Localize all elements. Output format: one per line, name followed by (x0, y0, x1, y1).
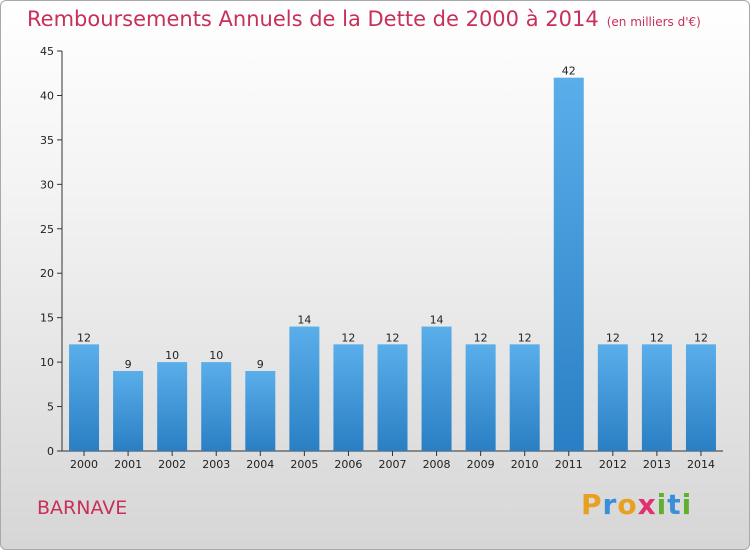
bar (421, 326, 452, 451)
y-tick-label: 35 (40, 134, 54, 147)
chart-title: Remboursements Annuels de la Dette de 20… (27, 7, 701, 31)
x-tick-label: 2004 (246, 458, 274, 471)
y-tick-label: 25 (40, 223, 54, 236)
x-tick-label: 2003 (202, 458, 230, 471)
commune-name: BARNAVE (37, 497, 128, 519)
bar (113, 371, 144, 451)
x-tick-label: 2000 (70, 458, 98, 471)
logo-letter: i (681, 488, 693, 521)
logo-letter: i (656, 488, 668, 521)
bar-value-label: 12 (650, 331, 664, 344)
bar-value-label: 12 (386, 331, 400, 344)
logo-letter: P (581, 488, 603, 521)
x-tick-label: 2005 (290, 458, 318, 471)
y-tick-label: 10 (40, 356, 54, 369)
bar-value-label: 12 (474, 331, 488, 344)
x-tick-label: 2007 (379, 458, 407, 471)
bar-value-label: 14 (297, 314, 311, 327)
bar (685, 344, 716, 451)
y-tick-label: 0 (47, 445, 54, 458)
x-tick-label: 2011 (555, 458, 583, 471)
bar (553, 77, 584, 452)
x-tick-label: 2009 (467, 458, 495, 471)
bar-value-label: 12 (694, 331, 708, 344)
chart-title-text: Remboursements Annuels de la Dette de 20… (27, 7, 599, 31)
bar-value-label: 12 (341, 331, 355, 344)
bar (333, 344, 364, 451)
bar (289, 326, 320, 451)
x-tick-label: 2013 (643, 458, 671, 471)
bar-value-label: 12 (518, 331, 532, 344)
bar-value-label: 12 (77, 331, 91, 344)
bar-value-label: 42 (562, 65, 576, 78)
bar-value-label: 10 (209, 349, 223, 362)
logo-letter: t (667, 488, 682, 521)
chart-subtitle: (en milliers d'€) (606, 15, 701, 29)
bar-value-label: 14 (430, 314, 444, 327)
y-tick-label: 5 (47, 401, 54, 414)
x-tick-label: 2001 (114, 458, 142, 471)
bar (201, 362, 232, 451)
bar (597, 344, 628, 451)
logo-letter: r (602, 488, 618, 521)
bar (377, 344, 408, 451)
bar (245, 371, 276, 451)
bar (157, 362, 188, 451)
bar (641, 344, 672, 451)
bar (509, 344, 540, 451)
bar (69, 344, 100, 451)
bar-value-label: 10 (165, 349, 179, 362)
x-tick-label: 2012 (599, 458, 627, 471)
logo-letter: x (637, 488, 657, 521)
logo-letter: o (617, 488, 638, 521)
y-tick-label: 45 (40, 45, 54, 58)
y-tick-label: 15 (40, 312, 54, 325)
x-tick-label: 2014 (687, 458, 715, 471)
y-tick-label: 40 (40, 89, 54, 102)
x-tick-label: 2002 (158, 458, 186, 471)
y-tick-label: 30 (40, 178, 54, 191)
proxiti-logo: Proxiti (581, 488, 692, 521)
y-tick-label: 20 (40, 267, 54, 280)
bar-value-label: 9 (257, 358, 264, 371)
bar-value-label: 12 (606, 331, 620, 344)
x-tick-label: 2006 (334, 458, 362, 471)
bar-value-label: 9 (125, 358, 132, 371)
x-tick-label: 2008 (423, 458, 451, 471)
x-tick-label: 2010 (511, 458, 539, 471)
bar (465, 344, 496, 451)
